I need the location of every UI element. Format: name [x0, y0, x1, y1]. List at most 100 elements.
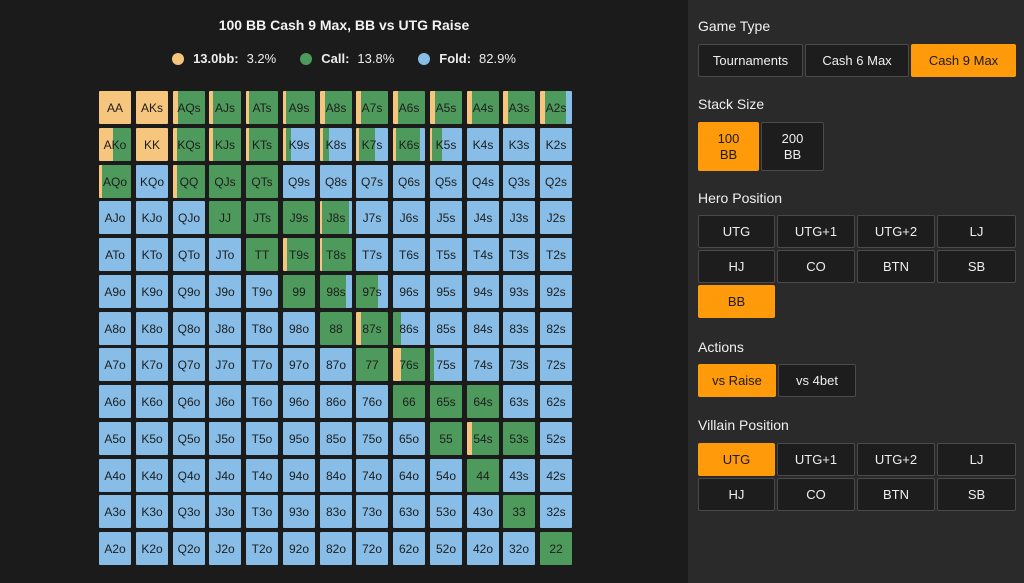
- hand-cell[interactable]: 82s: [540, 312, 572, 345]
- hand-cell[interactable]: K5s: [430, 128, 462, 161]
- hand-cell[interactable]: T2o: [246, 532, 278, 565]
- hand-cell[interactable]: T4o: [246, 459, 278, 492]
- hand-cell[interactable]: K4o: [136, 459, 168, 492]
- hand-cell[interactable]: A3o: [99, 495, 131, 528]
- villain-position-option-button[interactable]: CO: [777, 478, 855, 511]
- hand-cell[interactable]: K6s: [393, 128, 425, 161]
- hand-cell[interactable]: 43s: [503, 459, 535, 492]
- hand-cell[interactable]: A6o: [99, 385, 131, 418]
- hand-cell[interactable]: J6o: [209, 385, 241, 418]
- hand-cell[interactable]: 94o: [283, 459, 315, 492]
- hand-cell[interactable]: QTo: [173, 238, 205, 271]
- hand-cell[interactable]: J9o: [209, 275, 241, 308]
- hand-cell[interactable]: AQs: [173, 91, 205, 124]
- hand-cell[interactable]: QTs: [246, 165, 278, 198]
- hand-cell[interactable]: T6o: [246, 385, 278, 418]
- hand-cell[interactable]: KJs: [209, 128, 241, 161]
- hand-cell[interactable]: JTs: [246, 201, 278, 234]
- hand-cell[interactable]: 52s: [540, 422, 572, 455]
- hand-cell[interactable]: Q6o: [173, 385, 205, 418]
- hand-cell[interactable]: J7s: [356, 201, 388, 234]
- hand-cell[interactable]: A5o: [99, 422, 131, 455]
- villain-position-option-button[interactable]: BTN: [857, 478, 935, 511]
- hand-cell[interactable]: 53o: [430, 495, 462, 528]
- hand-cell[interactable]: QJo: [173, 201, 205, 234]
- hand-cell[interactable]: 85s: [430, 312, 462, 345]
- hand-cell[interactable]: 54o: [430, 459, 462, 492]
- hand-cell[interactable]: 74s: [467, 348, 499, 381]
- hand-cell[interactable]: 65o: [393, 422, 425, 455]
- game-type-option-button[interactable]: Tournaments: [698, 44, 803, 77]
- hand-cell[interactable]: K3o: [136, 495, 168, 528]
- hand-cell[interactable]: 42s: [540, 459, 572, 492]
- hand-cell[interactable]: A9s: [283, 91, 315, 124]
- villain-position-option-button[interactable]: SB: [937, 478, 1016, 511]
- hand-cell[interactable]: 54s: [467, 422, 499, 455]
- hand-cell[interactable]: Q5s: [430, 165, 462, 198]
- hand-cell[interactable]: KQo: [136, 165, 168, 198]
- hand-cell[interactable]: Q3s: [503, 165, 535, 198]
- hand-cell[interactable]: KTs: [246, 128, 278, 161]
- hand-cell[interactable]: J8s: [320, 201, 352, 234]
- villain-position-option-button[interactable]: UTG+2: [857, 443, 935, 476]
- hand-cell[interactable]: T7s: [356, 238, 388, 271]
- hero-position-option-button[interactable]: UTG+2: [857, 215, 935, 248]
- hand-cell[interactable]: 43o: [467, 495, 499, 528]
- hand-cell[interactable]: 94s: [467, 275, 499, 308]
- hand-cell[interactable]: J3s: [503, 201, 535, 234]
- hand-cell[interactable]: QQ: [173, 165, 205, 198]
- hand-cell[interactable]: 93o: [283, 495, 315, 528]
- villain-position-option-button[interactable]: HJ: [698, 478, 775, 511]
- hand-cell[interactable]: AKo: [99, 128, 131, 161]
- hand-cell[interactable]: T5s: [430, 238, 462, 271]
- hand-cell[interactable]: 92o: [283, 532, 315, 565]
- hand-cell[interactable]: 85o: [320, 422, 352, 455]
- hand-cell[interactable]: 95o: [283, 422, 315, 455]
- hand-cell[interactable]: 98o: [283, 312, 315, 345]
- hand-cell[interactable]: A9o: [99, 275, 131, 308]
- actions-option-button[interactable]: vs Raise: [698, 364, 776, 397]
- hand-cell[interactable]: 82o: [320, 532, 352, 565]
- hero-position-option-button[interactable]: HJ: [698, 250, 775, 283]
- hand-cell[interactable]: Q9o: [173, 275, 205, 308]
- hand-cell[interactable]: 96s: [393, 275, 425, 308]
- hand-cell[interactable]: Q7o: [173, 348, 205, 381]
- hand-cell[interactable]: 93s: [503, 275, 535, 308]
- hand-cell[interactable]: Q6s: [393, 165, 425, 198]
- hand-cell[interactable]: 64s: [467, 385, 499, 418]
- hand-cell[interactable]: 72s: [540, 348, 572, 381]
- hand-cell[interactable]: K5o: [136, 422, 168, 455]
- hand-cell[interactable]: 73s: [503, 348, 535, 381]
- hand-cell[interactable]: J6s: [393, 201, 425, 234]
- hand-cell[interactable]: T5o: [246, 422, 278, 455]
- hand-cell[interactable]: JTo: [209, 238, 241, 271]
- hand-cell[interactable]: Q2o: [173, 532, 205, 565]
- hand-cell[interactable]: A4o: [99, 459, 131, 492]
- hand-cell[interactable]: 87o: [320, 348, 352, 381]
- hand-cell[interactable]: AA: [99, 91, 131, 124]
- hand-cell[interactable]: 52o: [430, 532, 462, 565]
- hand-cell[interactable]: 63o: [393, 495, 425, 528]
- hand-cell[interactable]: 77: [356, 348, 388, 381]
- hand-cell[interactable]: Q4s: [467, 165, 499, 198]
- hand-cell[interactable]: K6o: [136, 385, 168, 418]
- hand-cell[interactable]: 75o: [356, 422, 388, 455]
- hand-cell[interactable]: Q3o: [173, 495, 205, 528]
- hand-cell[interactable]: 22: [540, 532, 572, 565]
- hand-cell[interactable]: T3o: [246, 495, 278, 528]
- hand-cell[interactable]: Q5o: [173, 422, 205, 455]
- hand-cell[interactable]: 44: [467, 459, 499, 492]
- hand-cell[interactable]: K9s: [283, 128, 315, 161]
- hero-position-option-button[interactable]: SB: [937, 250, 1016, 283]
- hand-cell[interactable]: 88: [320, 312, 352, 345]
- hand-cell[interactable]: TT: [246, 238, 278, 271]
- game-type-option-button[interactable]: Cash 9 Max: [911, 44, 1016, 77]
- stack-size-option-button[interactable]: 100 BB: [698, 122, 759, 171]
- hand-cell[interactable]: A8o: [99, 312, 131, 345]
- hand-cell[interactable]: J5o: [209, 422, 241, 455]
- hand-cell[interactable]: A7o: [99, 348, 131, 381]
- hand-cell[interactable]: 76s: [393, 348, 425, 381]
- hand-cell[interactable]: T7o: [246, 348, 278, 381]
- hand-cell[interactable]: AKs: [136, 91, 168, 124]
- hand-cell[interactable]: 32s: [540, 495, 572, 528]
